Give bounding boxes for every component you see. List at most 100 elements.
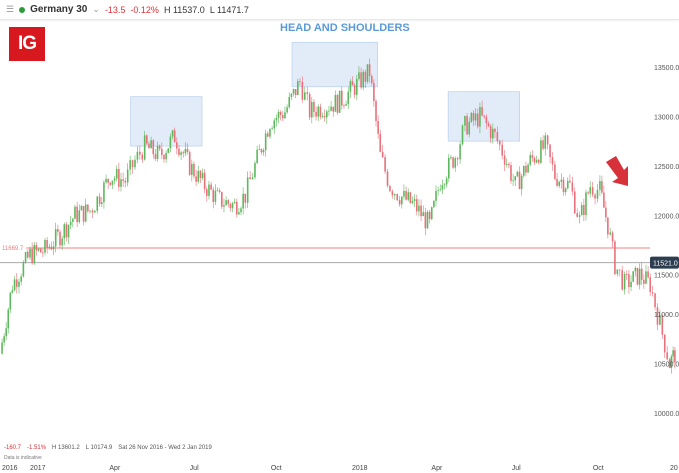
candle bbox=[199, 170, 202, 179]
candle bbox=[370, 75, 373, 84]
candle bbox=[294, 88, 297, 96]
x-tick-label: Apr bbox=[431, 465, 443, 472]
candle bbox=[201, 172, 204, 179]
candle bbox=[496, 132, 499, 142]
candle bbox=[566, 180, 569, 189]
candle bbox=[525, 165, 527, 173]
x-tick-label: 20 bbox=[670, 465, 678, 472]
candle bbox=[554, 164, 556, 180]
candle bbox=[448, 157, 450, 179]
candle bbox=[596, 189, 599, 199]
candle bbox=[264, 133, 267, 151]
candle bbox=[330, 106, 332, 111]
candle bbox=[223, 205, 225, 207]
hamburger-icon[interactable]: ☰ bbox=[6, 4, 15, 14]
candle bbox=[332, 106, 335, 112]
candle bbox=[651, 292, 654, 294]
candle bbox=[306, 92, 309, 94]
candle bbox=[76, 206, 78, 223]
candle bbox=[152, 140, 155, 155]
candle bbox=[634, 267, 637, 272]
chevron-down-icon[interactable]: ⌄ bbox=[92, 4, 100, 14]
candle bbox=[3, 336, 5, 343]
candle bbox=[328, 110, 330, 112]
candle bbox=[124, 180, 127, 183]
candle bbox=[450, 157, 452, 159]
candle bbox=[356, 79, 358, 95]
candle bbox=[605, 207, 607, 218]
candle bbox=[126, 169, 129, 183]
candle bbox=[630, 281, 632, 288]
candle bbox=[292, 88, 295, 94]
candle bbox=[560, 179, 563, 182]
candle bbox=[163, 154, 165, 160]
candle bbox=[18, 281, 20, 287]
candle bbox=[96, 196, 99, 211]
candle bbox=[654, 293, 656, 308]
candle bbox=[614, 241, 616, 275]
candle bbox=[479, 107, 481, 127]
candle bbox=[44, 239, 46, 253]
candle bbox=[197, 170, 200, 182]
candle bbox=[218, 190, 221, 193]
candle bbox=[649, 277, 652, 293]
candle bbox=[466, 116, 468, 135]
candle bbox=[256, 149, 258, 164]
candle bbox=[206, 189, 208, 196]
candle bbox=[326, 111, 328, 118]
candle bbox=[375, 101, 377, 122]
candle bbox=[11, 290, 14, 293]
candle bbox=[661, 315, 664, 335]
current-price-label: 11521.0 bbox=[653, 261, 678, 268]
candle bbox=[20, 276, 22, 282]
chart-title: HEAD AND SHOULDERS bbox=[280, 22, 410, 34]
change: -13.5 bbox=[104, 4, 126, 15]
candle bbox=[628, 274, 630, 288]
candle bbox=[381, 151, 384, 158]
candle bbox=[165, 152, 167, 160]
candle bbox=[366, 64, 369, 82]
candle bbox=[74, 206, 76, 219]
candle bbox=[42, 252, 44, 254]
candle bbox=[389, 185, 391, 192]
candle bbox=[544, 135, 547, 149]
candle bbox=[464, 116, 466, 126]
y-tick-label: 10500.0 bbox=[654, 362, 679, 369]
candle bbox=[115, 169, 118, 179]
candle bbox=[601, 181, 603, 193]
candle bbox=[393, 194, 396, 196]
instrument-header: ☰ Germany 30 ⌄ -13.5 -0.12% H 11537.0 L … bbox=[0, 0, 679, 20]
candle bbox=[13, 279, 16, 291]
candle bbox=[254, 163, 256, 178]
data-note: Data is indicative bbox=[4, 455, 42, 461]
instrument-name[interactable]: Germany 30 bbox=[30, 4, 88, 15]
footer-low: L 10174.9 bbox=[85, 445, 113, 451]
candle bbox=[531, 155, 534, 158]
candle bbox=[1, 342, 3, 354]
candle bbox=[571, 182, 574, 192]
candle bbox=[180, 152, 182, 155]
candle bbox=[403, 190, 405, 197]
candle bbox=[313, 101, 315, 112]
high: H 11537.0 bbox=[163, 4, 205, 15]
candle bbox=[503, 155, 506, 165]
candle bbox=[542, 140, 544, 149]
candle bbox=[101, 202, 103, 205]
candle bbox=[345, 104, 347, 106]
candle bbox=[349, 81, 352, 92]
candle bbox=[52, 246, 55, 250]
candle bbox=[57, 229, 59, 232]
candle bbox=[35, 245, 38, 251]
candle bbox=[186, 148, 189, 152]
candle bbox=[317, 106, 320, 117]
candle bbox=[663, 334, 666, 353]
candle bbox=[212, 189, 215, 202]
candle bbox=[358, 72, 360, 80]
candle bbox=[540, 140, 542, 163]
candle bbox=[364, 71, 367, 82]
candle bbox=[483, 115, 486, 117]
candle bbox=[26, 251, 29, 258]
candle bbox=[67, 225, 70, 238]
candle bbox=[384, 157, 386, 172]
